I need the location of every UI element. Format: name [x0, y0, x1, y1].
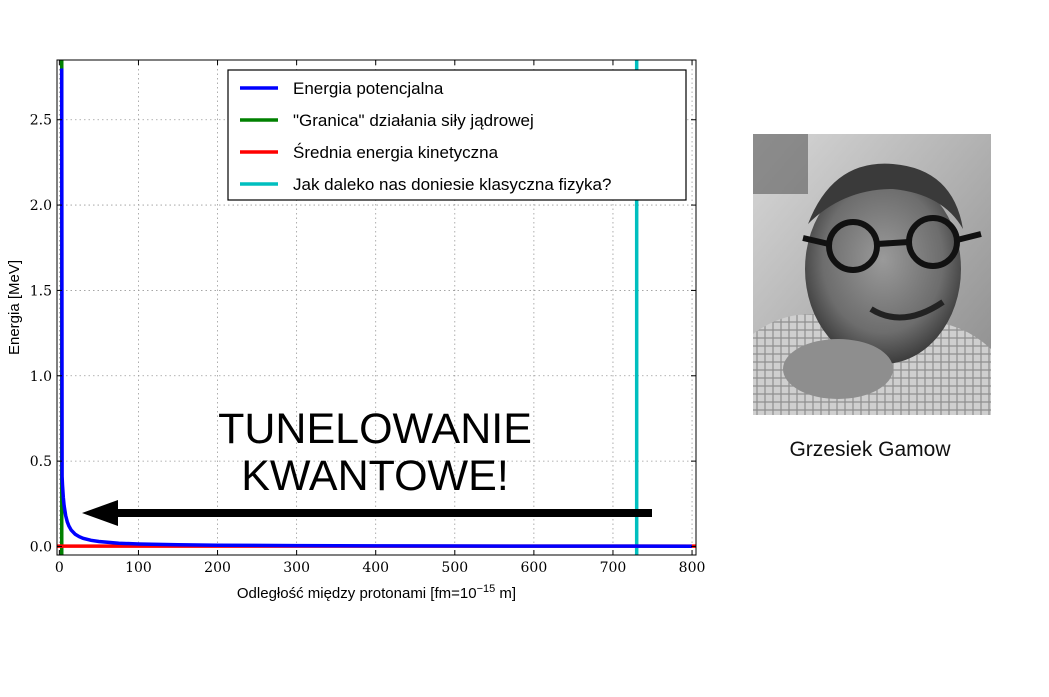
axes-frame [56, 59, 697, 556]
legend-label: Energia potencjalna [293, 79, 444, 98]
y-axis-label: Energia [MeV] [6, 260, 23, 355]
series-line [59, 68, 693, 548]
x-tick-label: 200 [204, 560, 231, 576]
y-tick-label: 0.5 [30, 454, 52, 470]
x-tick-label: 800 [679, 560, 706, 576]
x-tick-label: 400 [362, 560, 389, 576]
tunneling-arrow [82, 500, 652, 526]
x-tick-label: 700 [600, 560, 627, 576]
x-tick-label: 300 [283, 560, 310, 576]
y-tick-label: 1.5 [30, 283, 52, 299]
axis-ticks: 0 100 200 300 400 500 600 700 800 0.0 0.5 1.0 1.5 2.0… [30, 60, 706, 576]
y-tick-label: 2.0 [30, 198, 52, 214]
x-axis-label: Odległość między protonami [fm=10−15 m] [237, 583, 516, 602]
y-tick-label: 0.0 [30, 539, 52, 555]
legend-label: "Granica" działania siły jądrowej [293, 111, 534, 130]
legend-label: Średnia energia kinetyczna [293, 143, 499, 162]
x-tick-label: 500 [441, 560, 468, 576]
legend-label: Jak daleko nas doniesie klasyczna fizyka… [293, 175, 611, 194]
annotation-line-2: KWANTOWE! [241, 452, 509, 500]
legend: Energia potencjalna "Granica" działania s… [227, 69, 687, 201]
y-tick-label: 1.0 [30, 369, 52, 385]
x-tick-label: 100 [125, 560, 152, 576]
photo-caption: Grzesiek Gamow [789, 438, 951, 461]
annotation-line-1: TUNELOWANIE [218, 405, 532, 453]
y-tick-label: 2.5 [30, 113, 52, 129]
x-tick-label: 0 [55, 560, 64, 576]
legend-box [227, 69, 687, 201]
gamow-photo [753, 134, 991, 415]
tunneling-annotation: TUNELOWANIE KWANTOWE! [218, 405, 532, 500]
arrow-head [82, 500, 118, 526]
x-tick-label: 600 [521, 560, 548, 576]
